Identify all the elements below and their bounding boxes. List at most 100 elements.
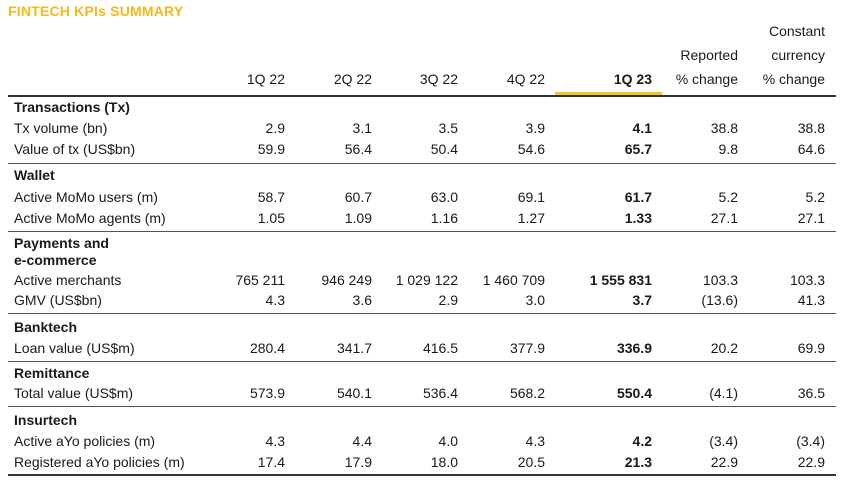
row-label: Registered aYo policies (m) xyxy=(14,454,185,470)
row-label: Active MoMo users (m) xyxy=(14,189,158,205)
cell: 377.9 xyxy=(509,340,545,356)
cell: 550.4 xyxy=(616,385,652,401)
row-label: Total value (US$m) xyxy=(14,385,134,401)
row-label: Active MoMo agents (m) xyxy=(14,210,166,226)
row-label: Value of tx (US$bn) xyxy=(14,141,136,157)
section-payments: Payments and e-commerce xyxy=(14,235,109,269)
current-quarter-highlight xyxy=(555,92,662,95)
cell: 63.0 xyxy=(430,189,458,205)
cell: 1.16 xyxy=(430,210,458,226)
section-divider xyxy=(8,231,836,232)
row-label: Active aYo policies (m) xyxy=(14,433,156,449)
cell: 4.3 xyxy=(265,433,285,449)
cell: 103.3 xyxy=(702,272,738,288)
cell: 22.9 xyxy=(797,454,825,470)
row-label: Loan value (US$m) xyxy=(14,340,135,356)
cell: 18.0 xyxy=(430,454,458,470)
header-reported-line1: Reported xyxy=(680,47,738,63)
cell: 5.2 xyxy=(718,189,738,205)
cell: 64.6 xyxy=(797,141,825,157)
cell: 1.33 xyxy=(624,210,652,226)
cell: 3.0 xyxy=(525,292,545,308)
section-banktech: Banktech xyxy=(14,319,78,335)
cell: 3.1 xyxy=(352,120,372,136)
cell: (4.1) xyxy=(709,385,738,401)
cell: 4.3 xyxy=(525,433,545,449)
header-2q22: 2Q 22 xyxy=(333,71,372,87)
cell: 27.1 xyxy=(710,210,738,226)
table-bottom-rule xyxy=(8,474,836,476)
cell: 1 460 709 xyxy=(482,272,545,288)
table-row: Tx volume (bn) 2.9 3.1 3.5 3.9 4.1 38.8 … xyxy=(0,118,850,138)
header-constant-line3: % change xyxy=(762,71,825,87)
header-constant-line2: currency xyxy=(771,47,825,63)
cell: 4.0 xyxy=(438,433,458,449)
cell: 1.09 xyxy=(344,210,372,226)
cell: 536.4 xyxy=(422,385,458,401)
cell: 103.3 xyxy=(789,272,825,288)
cell: 54.6 xyxy=(517,141,545,157)
cell: 20.2 xyxy=(710,340,738,356)
section-title-line: Payments and xyxy=(14,235,109,251)
table-row: Active aYo policies (m) 4.3 4.4 4.0 4.3 … xyxy=(0,431,850,451)
cell: 946 249 xyxy=(321,272,372,288)
cell: 17.9 xyxy=(344,454,372,470)
row-label: GMV (US$bn) xyxy=(14,292,102,308)
header-4q22: 4Q 22 xyxy=(506,71,545,87)
section-title-line: e-commerce xyxy=(14,252,97,268)
cell: (13.6) xyxy=(701,292,738,308)
cell: 4.1 xyxy=(632,120,652,136)
cell: 69.1 xyxy=(517,189,545,205)
cell: 17.4 xyxy=(257,454,285,470)
section-divider xyxy=(8,406,836,407)
header-constant-line1: Constant xyxy=(768,23,825,39)
cell: 65.7 xyxy=(624,141,652,157)
table-row: Active MoMo users (m) 58.7 60.7 63.0 69.… xyxy=(0,187,850,207)
cell: 3.9 xyxy=(525,120,545,136)
cell: 3.5 xyxy=(438,120,458,136)
cell: 341.7 xyxy=(336,340,372,356)
cell: 2.9 xyxy=(438,292,458,308)
cell: 1 029 122 xyxy=(395,272,458,288)
cell: 59.9 xyxy=(257,141,285,157)
cell: 3.7 xyxy=(632,292,652,308)
cell: (3.4) xyxy=(796,433,825,449)
section-divider xyxy=(8,313,836,314)
cell: 4.2 xyxy=(632,433,652,449)
header-rule xyxy=(8,95,836,97)
cell: 36.5 xyxy=(797,385,825,401)
cell: 4.3 xyxy=(265,292,285,308)
table-row: Total value (US$m) 573.9 540.1 536.4 568… xyxy=(0,383,850,403)
cell: 9.8 xyxy=(718,141,738,157)
cell: 20.5 xyxy=(517,454,545,470)
cell: (3.4) xyxy=(709,433,738,449)
section-transactions: Transactions (Tx) xyxy=(14,99,130,115)
cell: 1.27 xyxy=(517,210,545,226)
cell: 416.5 xyxy=(422,340,458,356)
section-divider xyxy=(8,163,836,164)
section-insurtech: Insurtech xyxy=(14,412,78,428)
row-label: Tx volume (bn) xyxy=(14,120,108,136)
cell: 41.3 xyxy=(797,292,825,308)
table-row: Loan value (US$m) 280.4 341.7 416.5 377.… xyxy=(0,338,850,358)
cell: 21.3 xyxy=(624,454,652,470)
table-row: GMV (US$bn) 4.3 3.6 2.9 3.0 3.7 (13.6) 4… xyxy=(0,290,850,310)
cell: 540.1 xyxy=(336,385,372,401)
cell: 38.8 xyxy=(797,120,825,136)
row-label: Active merchants xyxy=(14,272,122,288)
cell: 38.8 xyxy=(710,120,738,136)
cell: 2.9 xyxy=(265,120,285,136)
cell: 58.7 xyxy=(257,189,285,205)
cell: 61.7 xyxy=(624,189,652,205)
header-1q23: 1Q 23 xyxy=(613,71,652,87)
cell: 4.4 xyxy=(352,433,372,449)
cell: 60.7 xyxy=(344,189,372,205)
table-row: Value of tx (US$bn) 59.9 56.4 50.4 54.6 … xyxy=(0,139,850,159)
cell: 336.9 xyxy=(616,340,652,356)
header-1q22: 1Q 22 xyxy=(246,71,285,87)
cell: 280.4 xyxy=(249,340,285,356)
cell: 27.1 xyxy=(797,210,825,226)
cell: 69.9 xyxy=(797,340,825,356)
section-wallet: Wallet xyxy=(14,167,55,183)
cell: 50.4 xyxy=(430,141,458,157)
